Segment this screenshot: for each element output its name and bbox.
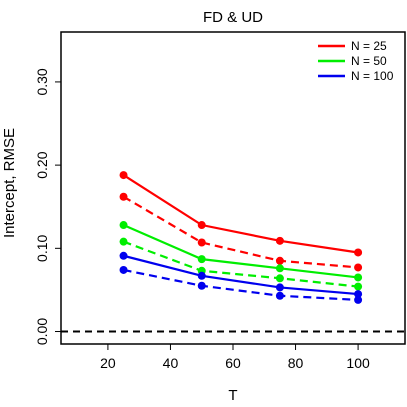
legend-label: N = 25	[351, 39, 387, 53]
series-point	[354, 295, 363, 304]
y-axis: 0.00 0.10 0.20 0.30	[34, 68, 61, 345]
series-point	[275, 274, 284, 283]
series-line-5	[123, 268, 359, 301]
series-line-1	[122, 195, 359, 269]
x-tick-label: 20	[100, 355, 116, 371]
x-axis: 20 40 60 80 100	[100, 344, 370, 371]
series-point	[275, 256, 284, 265]
series-point	[354, 282, 363, 291]
series-point	[275, 283, 284, 292]
series-point	[354, 273, 363, 282]
series-point	[119, 171, 128, 180]
y-tick-label: 0.00	[34, 318, 50, 345]
x-tick-label: 60	[225, 355, 241, 371]
legend: N = 25N = 50N = 100	[318, 39, 394, 83]
series-point	[197, 271, 206, 280]
series-line-3	[123, 240, 359, 288]
series-point	[119, 221, 128, 230]
x-tick-label: 40	[163, 355, 179, 371]
series-point	[197, 238, 206, 247]
x-tick-label: 80	[288, 355, 304, 371]
y-tick-label: 0.20	[34, 151, 50, 178]
series-point	[119, 251, 128, 260]
series-point	[354, 263, 363, 272]
series-point	[275, 291, 284, 300]
series-point	[119, 237, 128, 246]
series-line-4	[123, 254, 359, 296]
y-tick-label: 0.10	[34, 234, 50, 261]
x-tick-label: 100	[346, 355, 370, 371]
series-point	[119, 192, 128, 201]
series-point	[197, 221, 206, 230]
series-line-2	[123, 224, 359, 279]
legend-label: N = 100	[351, 69, 394, 83]
y-tick-label: 0.30	[34, 68, 50, 95]
chart-title: FD & UD	[203, 9, 263, 26]
series-point	[354, 290, 363, 299]
legend-label: N = 50	[351, 54, 387, 68]
y-axis-title: Intercept, RMSE	[1, 128, 18, 238]
series-point	[275, 236, 284, 245]
series-point	[119, 265, 128, 274]
series-point	[197, 255, 206, 264]
series-point	[354, 248, 363, 257]
series-point	[275, 264, 284, 273]
x-axis-title: T	[228, 387, 237, 404]
series-point	[197, 281, 206, 290]
series-line-0	[122, 174, 359, 254]
